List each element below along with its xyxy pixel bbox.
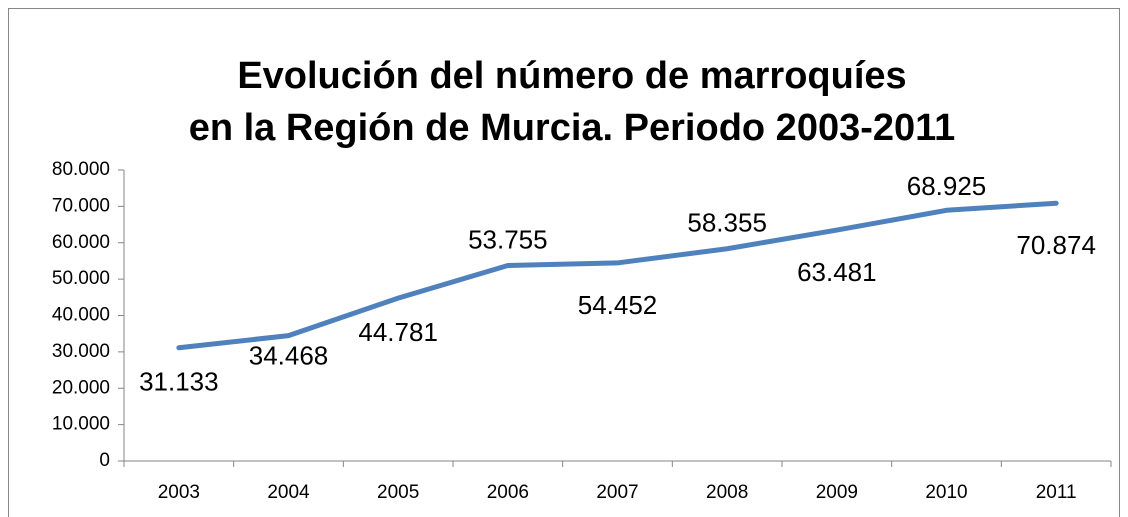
x-tick-label: 2005	[377, 482, 419, 503]
data-label: 34.468	[249, 340, 329, 370]
data-label: 63.481	[797, 257, 877, 287]
chart-title: en la Región de Murcia. Periodo 2003-201…	[189, 107, 956, 149]
data-label: 53.755	[468, 224, 548, 254]
x-tick-label: 2010	[925, 482, 967, 503]
y-tick-label: 0	[99, 450, 110, 471]
chart-title: Evolución del número de marroquíes	[237, 55, 906, 97]
data-label: 54.452	[578, 290, 658, 320]
y-tick-label: 30.000	[52, 341, 110, 362]
y-tick-label: 10.000	[52, 414, 110, 435]
x-tick-label: 2009	[816, 482, 858, 503]
y-tick-label: 60.000	[52, 232, 110, 253]
x-tick-label: 2004	[267, 482, 310, 503]
y-tick-label: 20.000	[52, 377, 110, 398]
y-tick-label: 40.000	[52, 305, 110, 326]
y-tick-label: 50.000	[52, 268, 110, 289]
series-line	[176, 200, 1059, 351]
data-label: 44.781	[358, 317, 438, 347]
x-tick-label: 2003	[158, 482, 200, 503]
x-tick-label: 2008	[706, 482, 748, 503]
y-tick-label: 70.000	[52, 195, 110, 216]
data-label: 31.133	[139, 367, 219, 397]
x-tick-label: 2011	[1036, 482, 1077, 503]
data-label: 68.925	[907, 171, 987, 201]
data-label: 58.355	[687, 208, 767, 238]
data-label: 70.874	[1016, 230, 1096, 260]
x-tick-label: 2006	[487, 482, 529, 503]
y-tick-label: 80.000	[52, 159, 110, 180]
x-tick-label: 2007	[596, 482, 638, 503]
